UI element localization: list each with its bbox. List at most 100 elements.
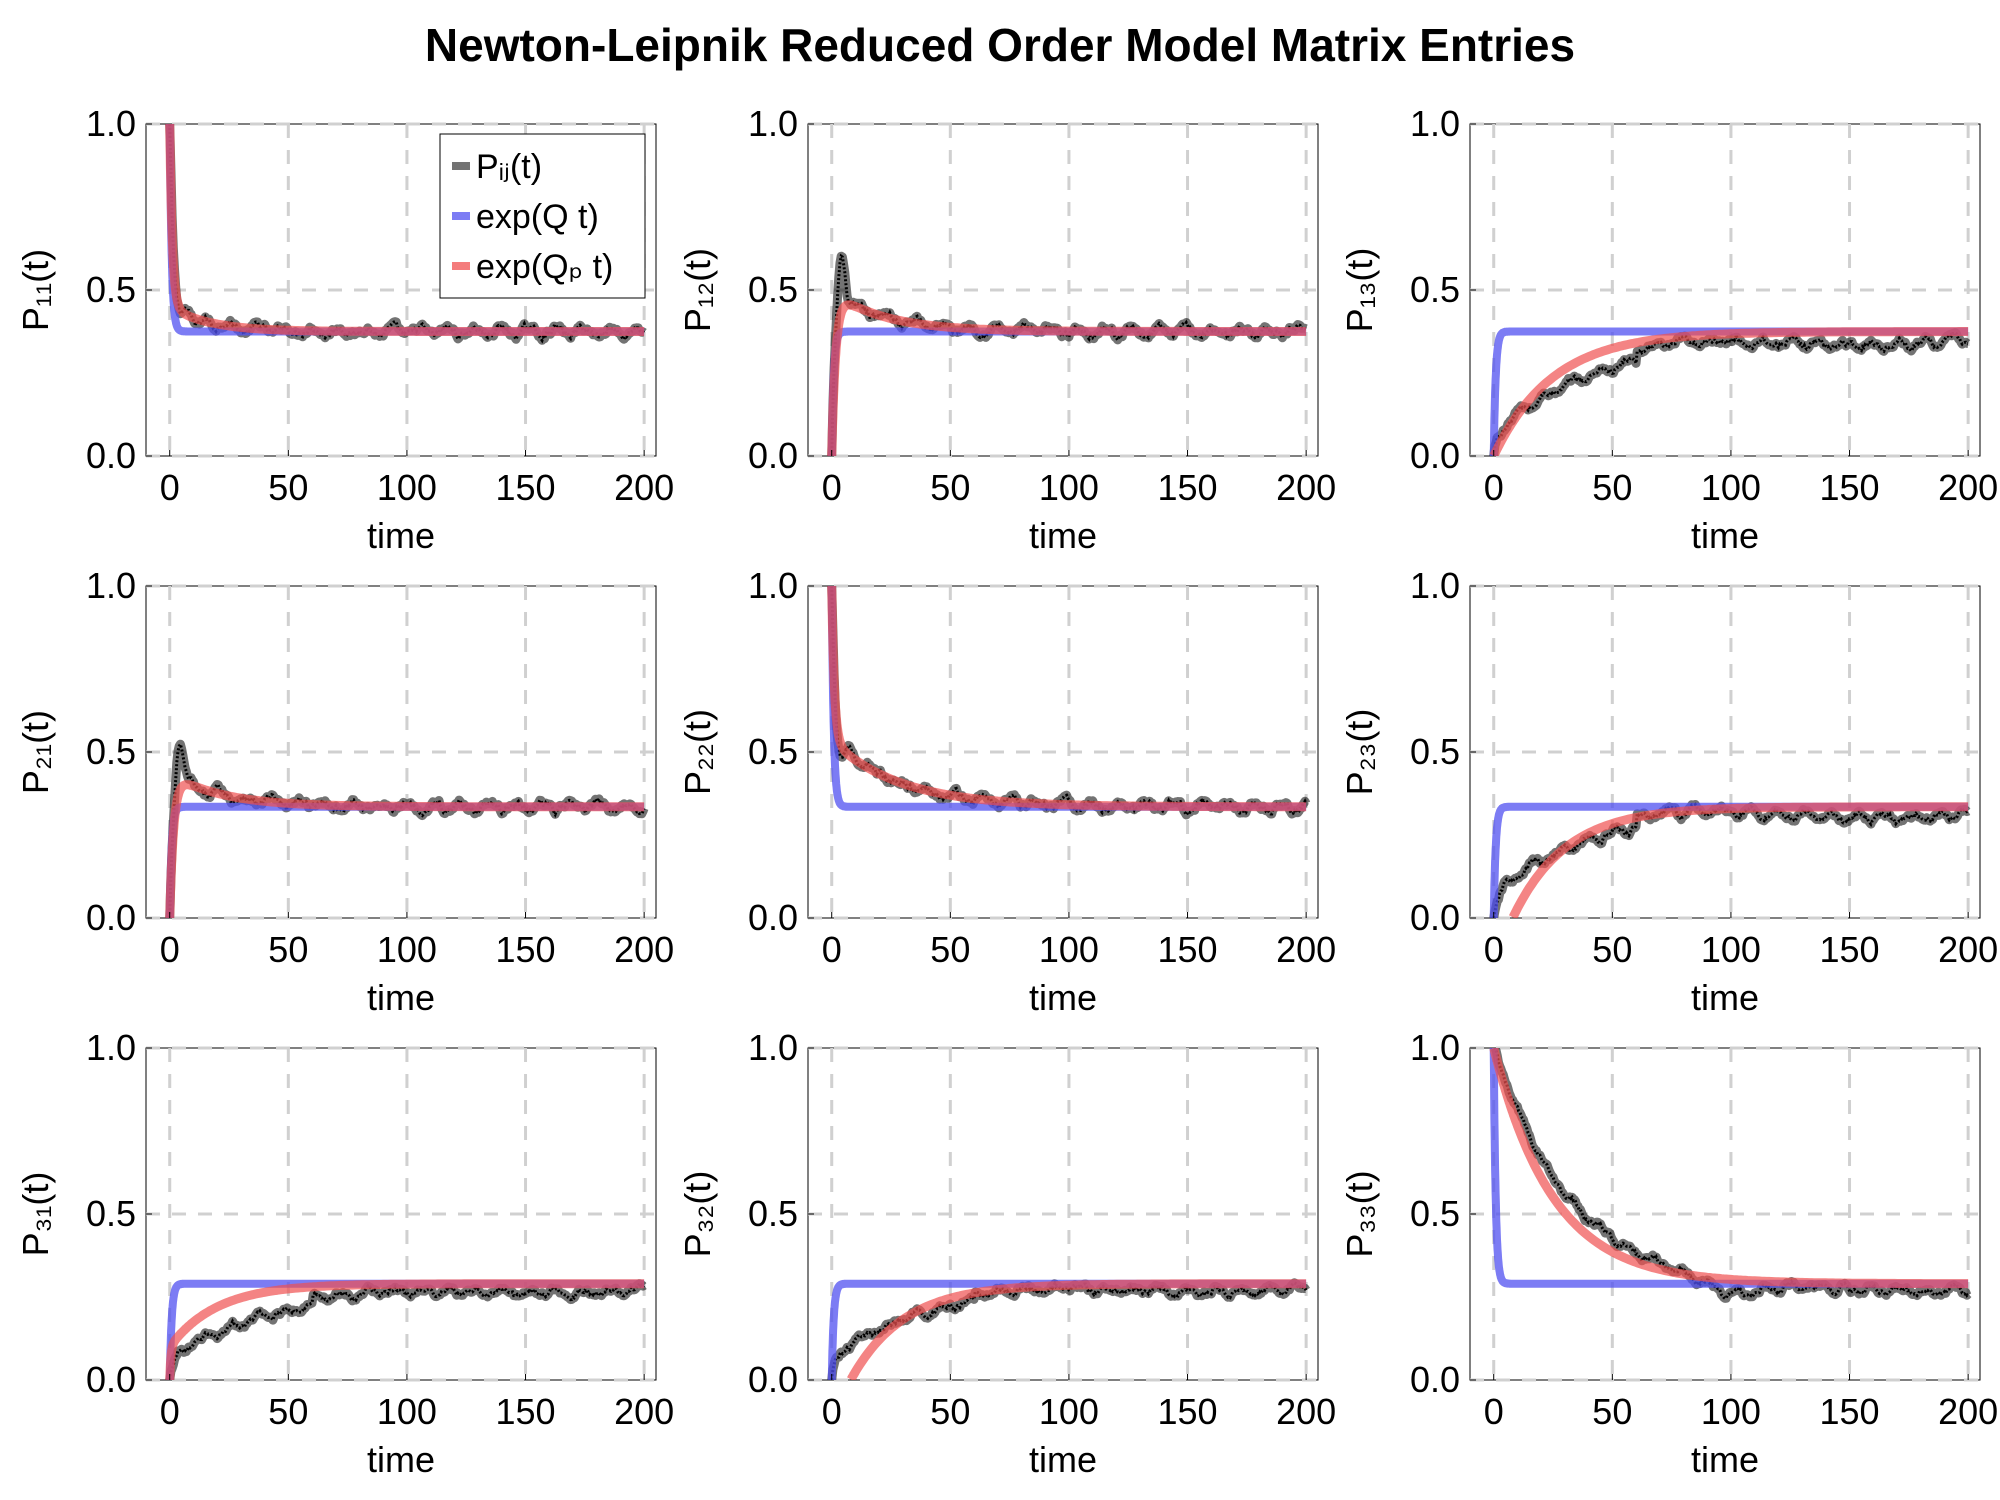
x-tick-label: 100: [377, 1391, 437, 1432]
y-tick-label: 0.5: [748, 731, 798, 772]
x-axis-label: time: [367, 515, 435, 556]
x-tick-label: 50: [1592, 929, 1632, 970]
y-tick-label: 0.0: [1410, 1359, 1460, 1400]
x-axis-label: time: [367, 977, 435, 1018]
x-tick-label: 150: [1157, 929, 1217, 970]
y-tick-label: 1.0: [748, 565, 798, 606]
x-tick-label: 50: [268, 1391, 308, 1432]
x-tick-label: 200: [1276, 1391, 1336, 1432]
x-tick-label: 0: [160, 1391, 180, 1432]
y-tick-label: 0.5: [748, 269, 798, 310]
y-tick-label: 0.0: [748, 1359, 798, 1400]
x-tick-label: 100: [1701, 929, 1761, 970]
y-tick-label: 1.0: [1410, 103, 1460, 144]
x-tick-label: 200: [614, 467, 674, 508]
x-tick-label: 100: [377, 929, 437, 970]
legend-box: [439, 133, 646, 299]
series-group: [827, 251, 1310, 456]
panel-p23: 0 50 100 150 200 0.0 0.5 1.0 time P₂₃(t): [1339, 565, 1998, 1018]
plot-area: [145, 585, 657, 919]
x-tick-label: 200: [1276, 467, 1336, 508]
series-group: [165, 1279, 648, 1380]
x-axis-label: time: [1029, 1439, 1097, 1480]
panel-p33: 0 50 100 150 200 0.0 0.5 1.0 time P₃₃(t): [1339, 1027, 1998, 1480]
series-empirical-markers: [830, 1280, 1308, 1380]
series-exp-qp: [165, 124, 645, 336]
legend-label: Pᵢⱼ(t): [476, 148, 542, 186]
x-tick-label: 100: [1701, 1391, 1761, 1432]
legend-label: exp(Q t): [476, 198, 599, 236]
x-tick-label: 50: [268, 467, 308, 508]
y-tick-label: 1.0: [1410, 565, 1460, 606]
series-exp-qp: [827, 300, 1307, 456]
y-tick-label: 0.5: [86, 1193, 136, 1234]
x-tick-label: 150: [1157, 1391, 1217, 1432]
series-empirical-markers: [1492, 330, 1969, 456]
y-axis-label: P₂₁(t): [15, 710, 56, 794]
panel-p12: 0 50 100 150 200 0.0 0.5 1.0 time P₁₂(t): [677, 103, 1336, 556]
y-tick-label: 0.5: [748, 1193, 798, 1234]
y-axis-label: P₂₂(t): [677, 709, 718, 795]
panel-p22: 0 50 100 150 200 0.0 0.5 1.0 time P₂₂(t): [677, 565, 1336, 1018]
series-exp-qp: [1489, 327, 1969, 456]
plot-area: [807, 585, 1319, 919]
series-empirical-markers: [168, 1280, 645, 1380]
y-axis-label: P₁₂(t): [677, 248, 718, 332]
x-tick-label: 200: [1276, 929, 1336, 970]
series-group: [827, 1278, 1310, 1380]
x-tick-label: 0: [822, 467, 842, 508]
x-tick-label: 200: [614, 1391, 674, 1432]
y-axis-label: P₃₂(t): [677, 1171, 718, 1258]
x-tick-label: 100: [1039, 1391, 1099, 1432]
x-tick-label: 150: [1819, 1391, 1879, 1432]
series-group: [1489, 327, 1972, 456]
x-tick-label: 50: [268, 929, 308, 970]
x-tick-label: 100: [1039, 929, 1099, 970]
y-tick-label: 0.0: [86, 1359, 136, 1400]
legend-label: exp(Qₚ t): [476, 248, 613, 286]
y-tick-label: 1.0: [86, 565, 136, 606]
y-axis-label: P₃₁(t): [15, 1172, 56, 1257]
x-tick-label: 50: [930, 467, 970, 508]
x-tick-label: 50: [1592, 1391, 1632, 1432]
x-tick-label: 200: [614, 929, 674, 970]
x-tick-label: 200: [1938, 929, 1998, 970]
x-tick-label: 50: [930, 1391, 970, 1432]
x-tick-label: 50: [930, 929, 970, 970]
x-tick-label: 150: [1819, 929, 1879, 970]
panel-p32: 0 50 100 150 200 0.0 0.5 1.0 time P₃₂(t): [677, 1027, 1336, 1480]
y-tick-label: 0.0: [748, 897, 798, 938]
y-tick-label: 0.5: [1410, 731, 1460, 772]
y-axis-label: P₂₃(t): [1339, 709, 1380, 796]
y-tick-label: 0.0: [748, 435, 798, 476]
panel-p31: 0 50 100 150 200 0.0 0.5 1.0 time P₃₁(t): [15, 1027, 674, 1480]
legend: Pᵢⱼ(t) exp(Q t) exp(Qₚ t): [439, 133, 646, 299]
y-tick-label: 1.0: [86, 1027, 136, 1068]
series-exp-qp: [1509, 802, 1969, 918]
y-tick-label: 0.5: [86, 731, 136, 772]
x-tick-label: 0: [1484, 929, 1504, 970]
y-tick-label: 0.5: [1410, 1193, 1460, 1234]
x-tick-label: 0: [822, 1391, 842, 1432]
x-tick-label: 100: [377, 467, 437, 508]
series-exp-qp: [847, 1279, 1307, 1380]
plot-area: [1469, 1047, 1981, 1381]
series-exp-qp: [827, 586, 1307, 812]
x-tick-label: 150: [495, 467, 555, 508]
series-group: [165, 739, 649, 918]
y-axis-label: P₁₃(t): [1339, 248, 1380, 333]
y-tick-label: 0.0: [1410, 897, 1460, 938]
y-axis-label: P₁₁(t): [15, 249, 56, 331]
panel-p21: 0 50 100 150 200 0.0 0.5 1.0 time P₂₁(t): [15, 565, 674, 1018]
y-tick-label: 0.5: [86, 269, 136, 310]
x-tick-label: 100: [1701, 467, 1761, 508]
series-group: [1489, 800, 1972, 918]
x-axis-label: time: [1029, 515, 1097, 556]
series-exp-qp: [165, 780, 645, 918]
series-group: [165, 124, 648, 345]
y-tick-label: 1.0: [1410, 1027, 1460, 1068]
series-group: [827, 586, 1311, 820]
x-axis-label: time: [1691, 977, 1759, 1018]
y-tick-label: 1.0: [86, 103, 136, 144]
x-axis-label: time: [1029, 977, 1097, 1018]
